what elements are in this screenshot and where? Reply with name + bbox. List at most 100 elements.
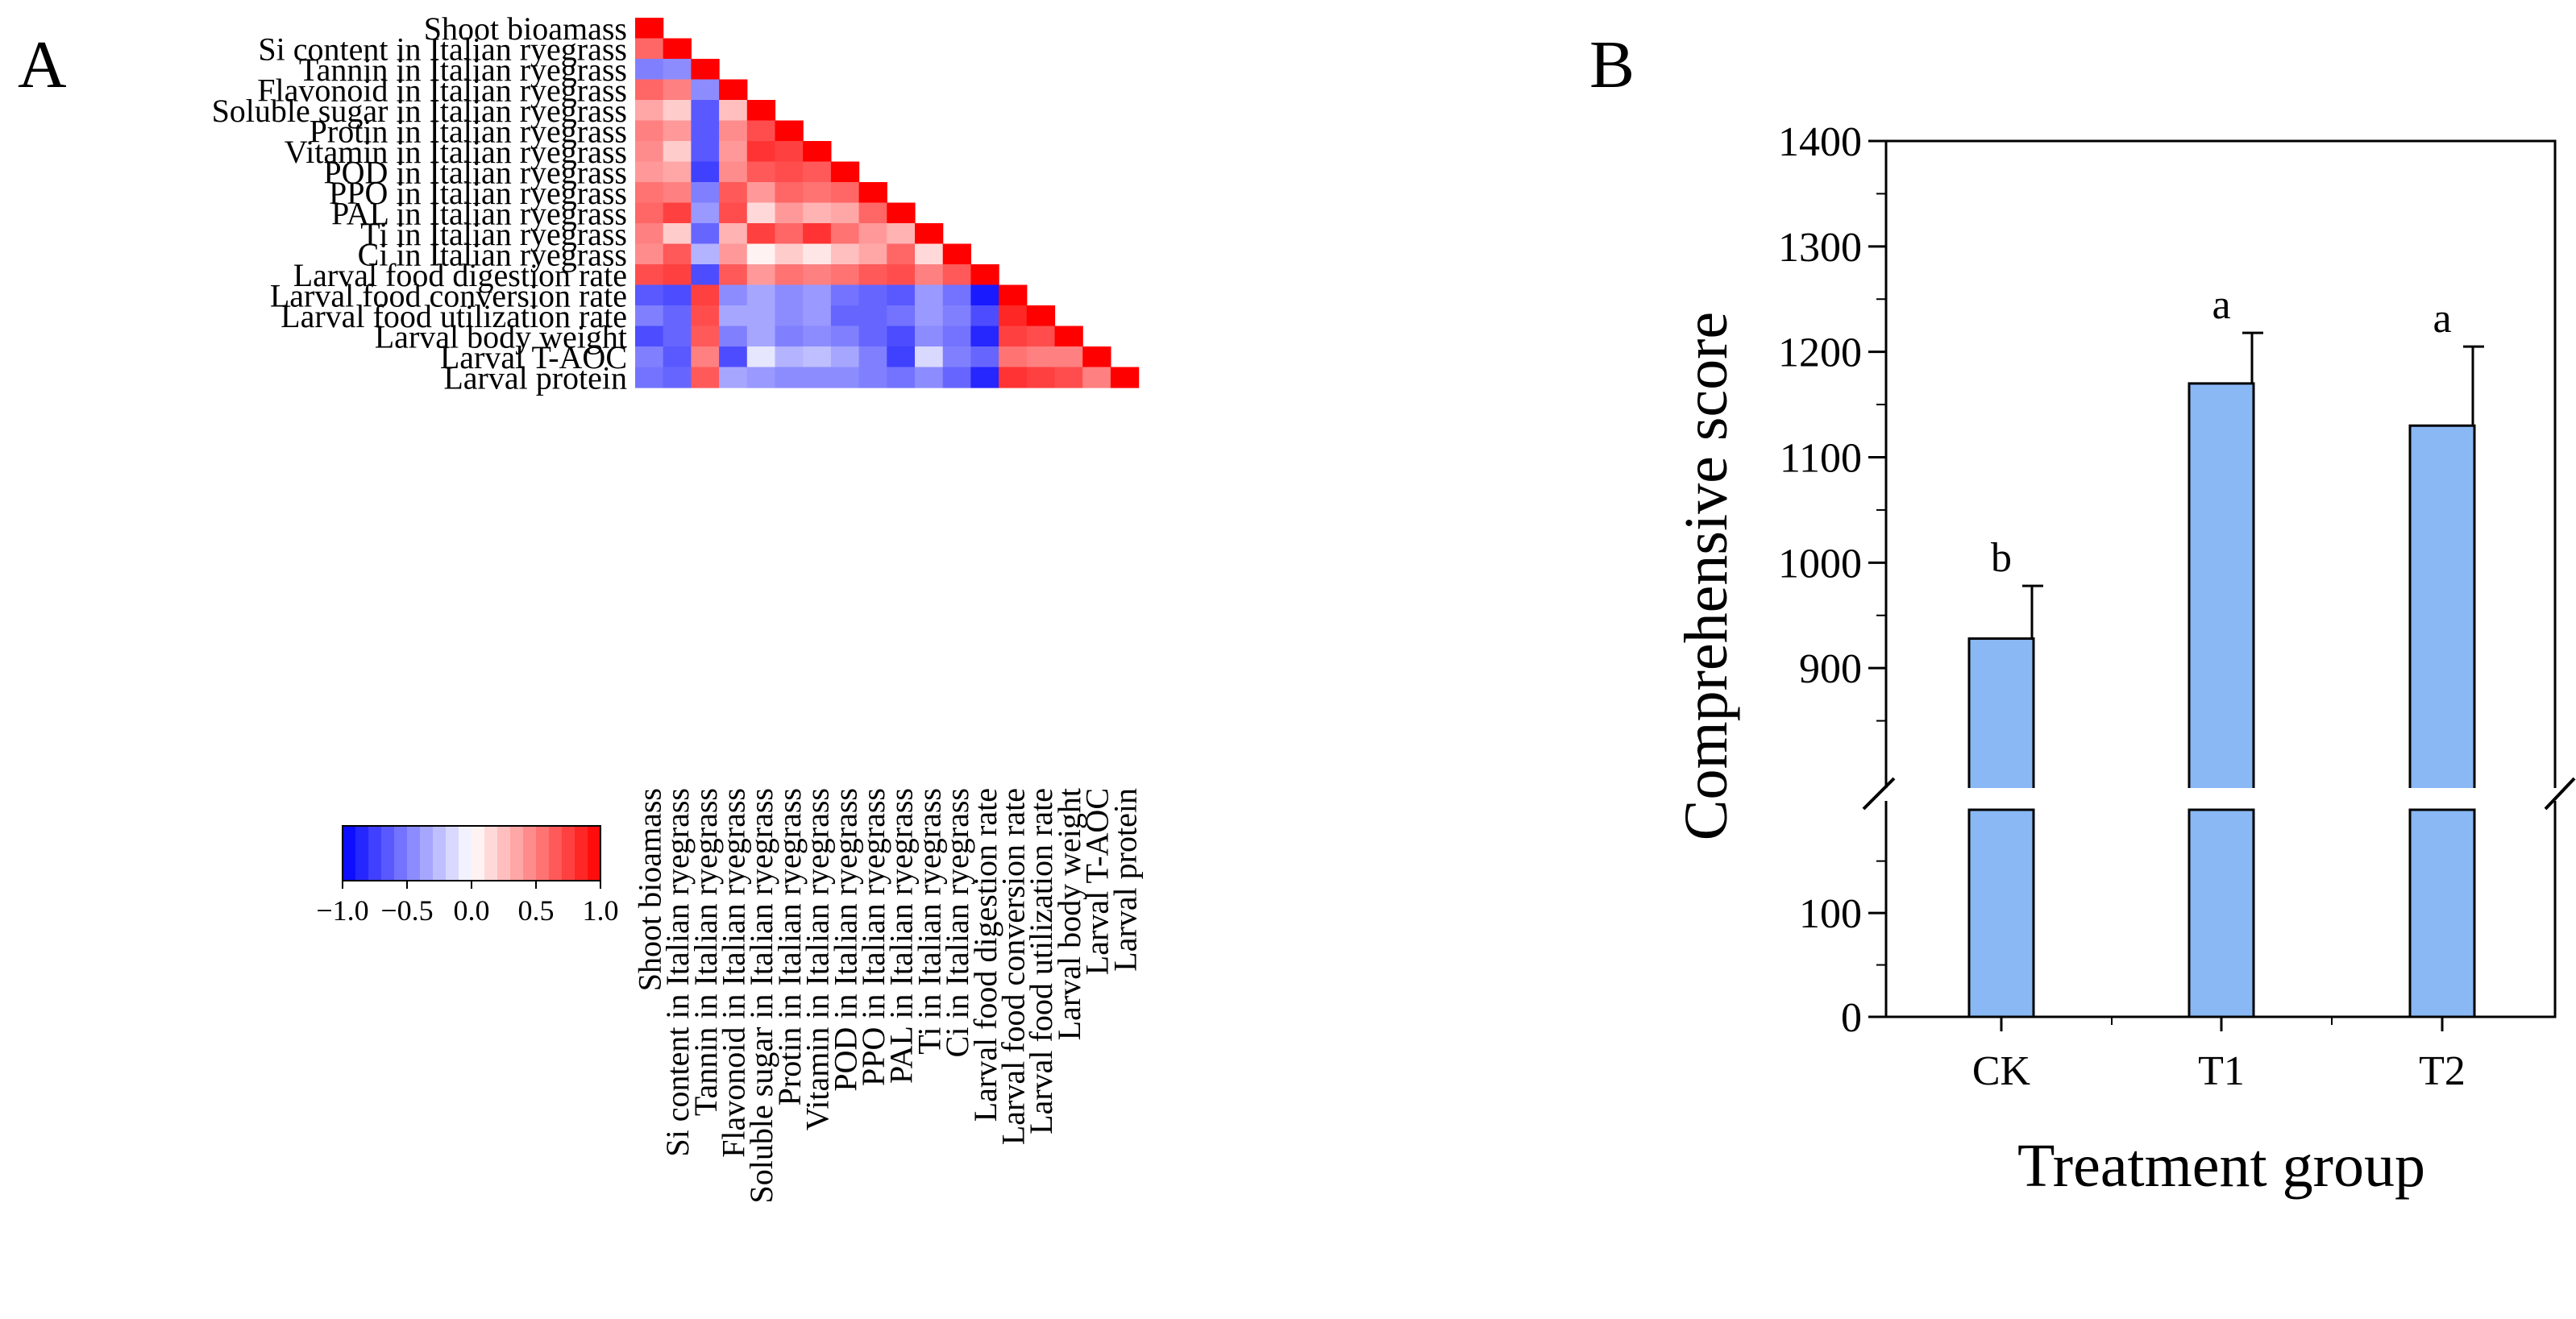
heatmap-cell [719, 305, 748, 327]
heatmap-cell [635, 141, 664, 163]
colorbar-segment [355, 826, 369, 881]
heatmap-cell [746, 120, 776, 142]
bar-lower [2408, 808, 2476, 1018]
axis-break-band [1862, 788, 2576, 801]
heatmap-cell [830, 182, 860, 204]
heatmap-cell [663, 243, 692, 265]
heatmap-cell [858, 202, 887, 224]
heatmap-row-label: Protin in Italian ryegrass [310, 113, 627, 149]
colorbar-segment [549, 826, 563, 881]
y-tick-label: 1400 [1778, 119, 1862, 165]
heatmap-cell [663, 161, 692, 183]
heatmap-column-label: Larval T-AOC [1079, 788, 1116, 975]
colorbar-segment [510, 826, 524, 881]
heatmap-cell [887, 243, 916, 265]
colorbar-tick-label: −1.0 [316, 894, 368, 927]
heatmap-cell [691, 59, 720, 81]
heatmap-cell [635, 38, 664, 60]
colorbar-segment [523, 826, 537, 881]
heatmap-cell [719, 243, 748, 265]
heatmap-cell [746, 182, 776, 204]
bar-upper [1967, 637, 2035, 795]
heatmap-cell [970, 264, 999, 286]
heatmap-cell [775, 223, 804, 245]
heatmap-cell [942, 305, 971, 327]
heatmap-cell [858, 264, 887, 286]
heatmap-cell [746, 202, 776, 224]
heatmap-cell [970, 326, 999, 347]
heatmap-column-label: POD in Italian ryegrass [827, 788, 863, 1092]
heatmap-column-label: Flavonoid in Italian ryegrass [715, 788, 751, 1158]
heatmap-cell [1026, 367, 1056, 388]
heatmap-cell [1026, 346, 1056, 368]
heatmap-cell [746, 141, 776, 163]
x-tick-label: T2 [2419, 1048, 2466, 1094]
heatmap-cell [887, 326, 916, 347]
heatmap-row-label: Ti in Italian ryegrass [360, 216, 627, 252]
heatmap-column-label: Ci in Italian ryegrass [939, 788, 975, 1057]
colorbar-segment [446, 826, 459, 881]
heatmap-cell [635, 243, 664, 265]
heatmap-column-label: Larval protein [1107, 788, 1143, 972]
heatmap-cell [691, 202, 720, 224]
heatmap-cell [635, 79, 664, 101]
heatmap-cell [635, 223, 664, 245]
bar-upper [2408, 424, 2476, 795]
heatmap-cell [858, 243, 887, 265]
heatmap-cell [746, 223, 776, 245]
heatmap-cell [691, 100, 720, 122]
heatmap-cell [746, 346, 776, 368]
heatmap-cell [1110, 367, 1140, 388]
heatmap-cell [803, 182, 832, 204]
heatmap-cell [915, 243, 944, 265]
heatmap-cell [691, 243, 720, 265]
heatmap-cell [803, 264, 832, 286]
y-tick-label: 900 [1799, 646, 1862, 692]
colorbar-segment [497, 826, 511, 881]
x-tick-label: CK [1972, 1048, 2031, 1094]
heatmap-cell [691, 305, 720, 327]
heatmap-cell [663, 182, 692, 204]
heatmap-cell [746, 243, 776, 265]
heatmap-cell [719, 120, 748, 142]
heatmap-row-label: Larval food digestion rate [293, 257, 627, 293]
heatmap-cell [663, 326, 692, 347]
heatmap-cell [1054, 346, 1083, 368]
heatmap-cell [746, 326, 776, 347]
colorbar-segment [484, 826, 498, 881]
heatmap-cell [803, 223, 832, 245]
heatmap-cell [1026, 326, 1056, 347]
heatmap-row-label: Larval food utilization rate [280, 298, 627, 334]
heatmap-row-label: Si content in Italian ryegrass [258, 31, 627, 67]
heatmap-cell [691, 182, 720, 204]
heatmap-column-label: Larval food digestion rate [967, 788, 1003, 1122]
heatmap-row-label: PAL in Italian ryegrass [331, 195, 627, 231]
heatmap-cell [775, 264, 804, 286]
heatmap-cell [746, 100, 776, 122]
heatmap-cell [635, 305, 664, 327]
heatmap-cell [663, 264, 692, 286]
heatmap-cell [746, 264, 776, 286]
heatmap-cell [691, 326, 720, 347]
y-tick-label: 0 [1841, 995, 1862, 1041]
heatmap-cell [915, 264, 944, 286]
heatmap-column-label: Larval food conversion rate [995, 788, 1031, 1145]
heatmap-cell [775, 141, 804, 163]
heatmap-cell [887, 264, 916, 286]
y-tick-label: 1100 [1780, 436, 1862, 482]
heatmap-column-label: Shoot bioamass [631, 788, 667, 991]
heatmap-cell [719, 100, 748, 122]
colorbar-tick-label: 0.0 [454, 894, 490, 927]
heatmap-cell [691, 79, 720, 101]
heatmap-cell [887, 223, 916, 245]
heatmap-cell [775, 305, 804, 327]
heatmap-cell [970, 367, 999, 388]
heatmap-cell [719, 79, 748, 101]
heatmap-row-label: Tannin in Italian ryegrass [299, 52, 627, 88]
heatmap-cell [803, 284, 832, 306]
heatmap-cell [691, 223, 720, 245]
heatmap-row-label: Flavonoid in Italian ryegrass [257, 72, 627, 108]
heatmap-cell [775, 243, 804, 265]
